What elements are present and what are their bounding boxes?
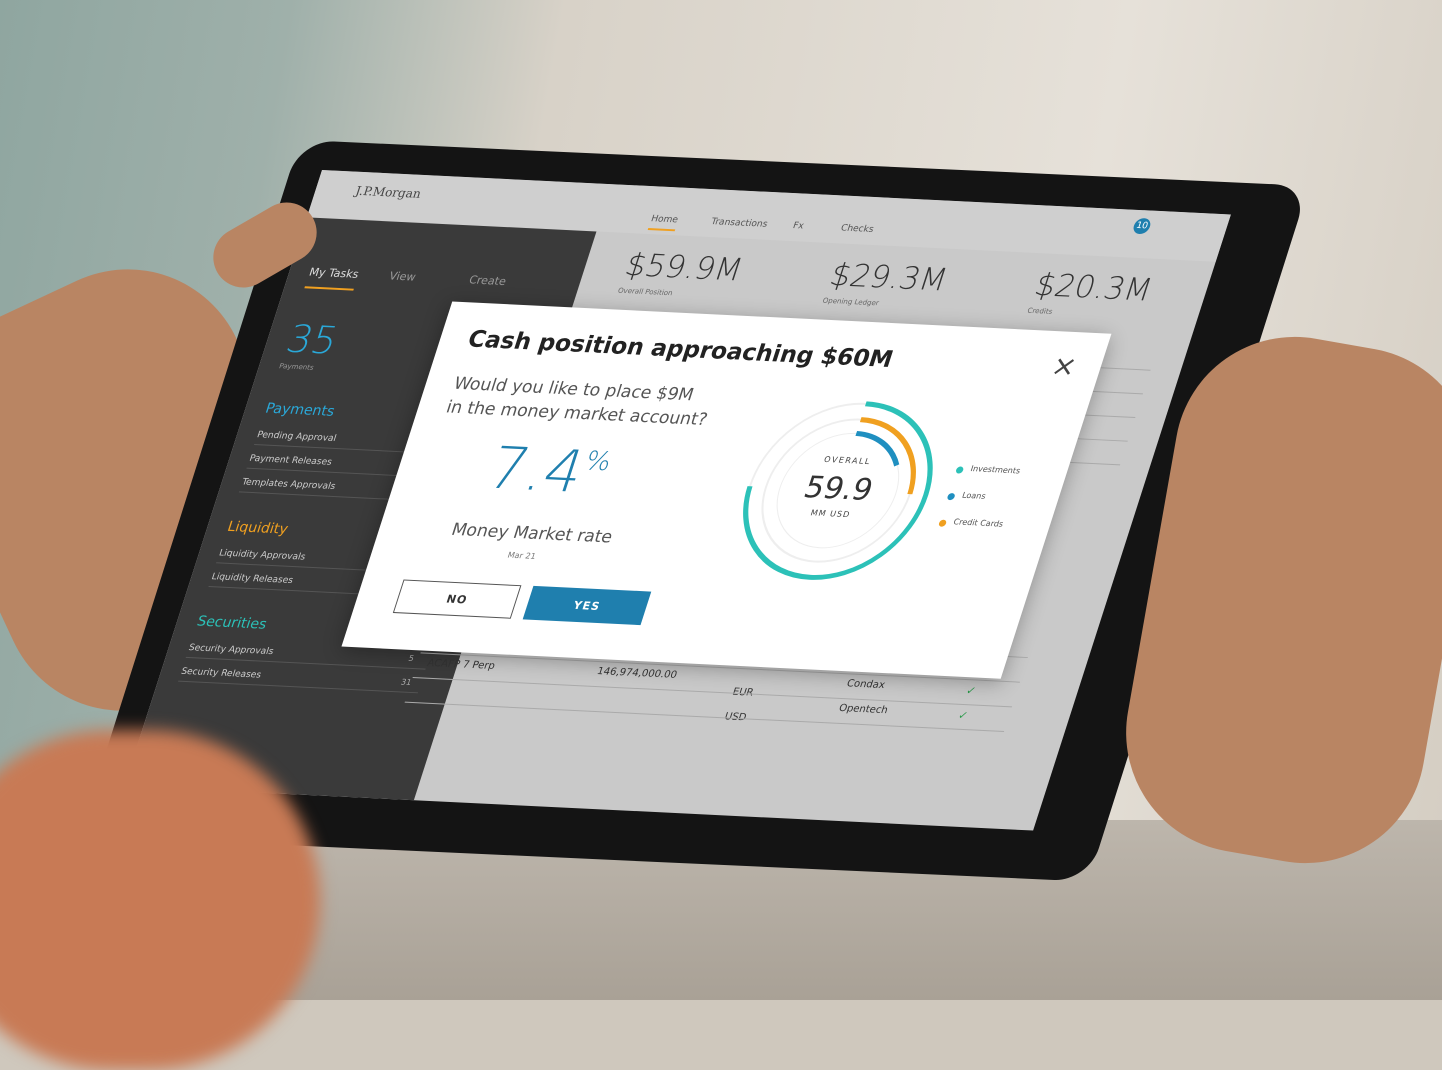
section-title[interactable]: Securities	[194, 613, 269, 633]
yes-button[interactable]: YES	[522, 585, 652, 626]
kpi-label: Credits	[1026, 306, 1054, 316]
no-button[interactable]: NO	[392, 579, 522, 619]
table-cell: Condax	[845, 678, 887, 692]
table-cell: Opentech	[837, 702, 890, 717]
rate: 7.4%	[479, 434, 617, 507]
ring-arc	[743, 401, 933, 580]
task-count-label: Payments	[278, 362, 315, 372]
rate-date: Mar 21	[506, 550, 538, 561]
foreground-sleeve	[0, 730, 320, 1070]
status-check: ✓	[964, 684, 978, 698]
kpi-label: Opening Ledger	[821, 296, 880, 308]
logo: J.P.Morgan	[353, 183, 424, 201]
rate-label: Money Market rate	[448, 519, 616, 548]
rate-value: 7.4	[479, 434, 594, 506]
table-cell: 146,974,000.00	[595, 666, 679, 681]
legend-label: Investments	[969, 464, 1022, 476]
kpi-value: $29.3M	[825, 257, 953, 299]
nav-tab[interactable]: Home	[647, 214, 680, 232]
ring-arc	[859, 417, 916, 495]
section-item[interactable]: Security Releases	[178, 666, 423, 694]
legend-label: Loans	[960, 490, 987, 501]
kpi-label: Overall Position	[616, 286, 674, 298]
nav-tab[interactable]: Fx	[791, 221, 806, 232]
ring-unit: MM USD	[809, 508, 851, 520]
legend: Investments Loans Credit Cards	[452, 302, 1111, 529]
nav-tab[interactable]: Checks	[839, 223, 875, 235]
legend-dot	[946, 493, 956, 501]
section-title[interactable]: Liquidity	[225, 518, 291, 538]
sidebar-tab[interactable]: View	[387, 269, 418, 284]
ring-value: 59.9	[800, 471, 878, 508]
task-count: 35	[281, 316, 344, 363]
notification-badge[interactable]: 10	[1131, 217, 1153, 235]
legend-dot	[937, 519, 948, 527]
legend-dot	[955, 466, 965, 474]
kpi-value: $20.3M	[1030, 267, 1157, 309]
screen: J.P.Morgan Home Transactions Fx Checks 10 M…	[124, 170, 1231, 831]
status-check: ✓	[956, 708, 970, 723]
row-divider	[412, 677, 1013, 708]
close-button[interactable]: ×	[1047, 349, 1082, 383]
sidebar-tab[interactable]: My Tasks	[304, 265, 361, 291]
sidebar-tab[interactable]: Create	[467, 273, 508, 289]
legend-label: Credit Cards	[952, 517, 1005, 529]
ring-top: OVERALL	[823, 454, 873, 466]
row-divider	[404, 701, 1005, 732]
ring-arc	[855, 430, 900, 467]
ring-chart: OVERALL 59.9 MM USD	[743, 401, 933, 580]
kpi-value: $59.9M	[620, 247, 748, 289]
nav-tab[interactable]: Transactions	[709, 217, 769, 230]
section-title[interactable]: Payments	[263, 400, 337, 420]
dialog-title: Cash position approaching $60M	[464, 326, 897, 373]
question: Would you like to place $9M in the money …	[443, 372, 718, 432]
dialog: Cash position approaching $60M × Would y…	[341, 301, 1112, 679]
